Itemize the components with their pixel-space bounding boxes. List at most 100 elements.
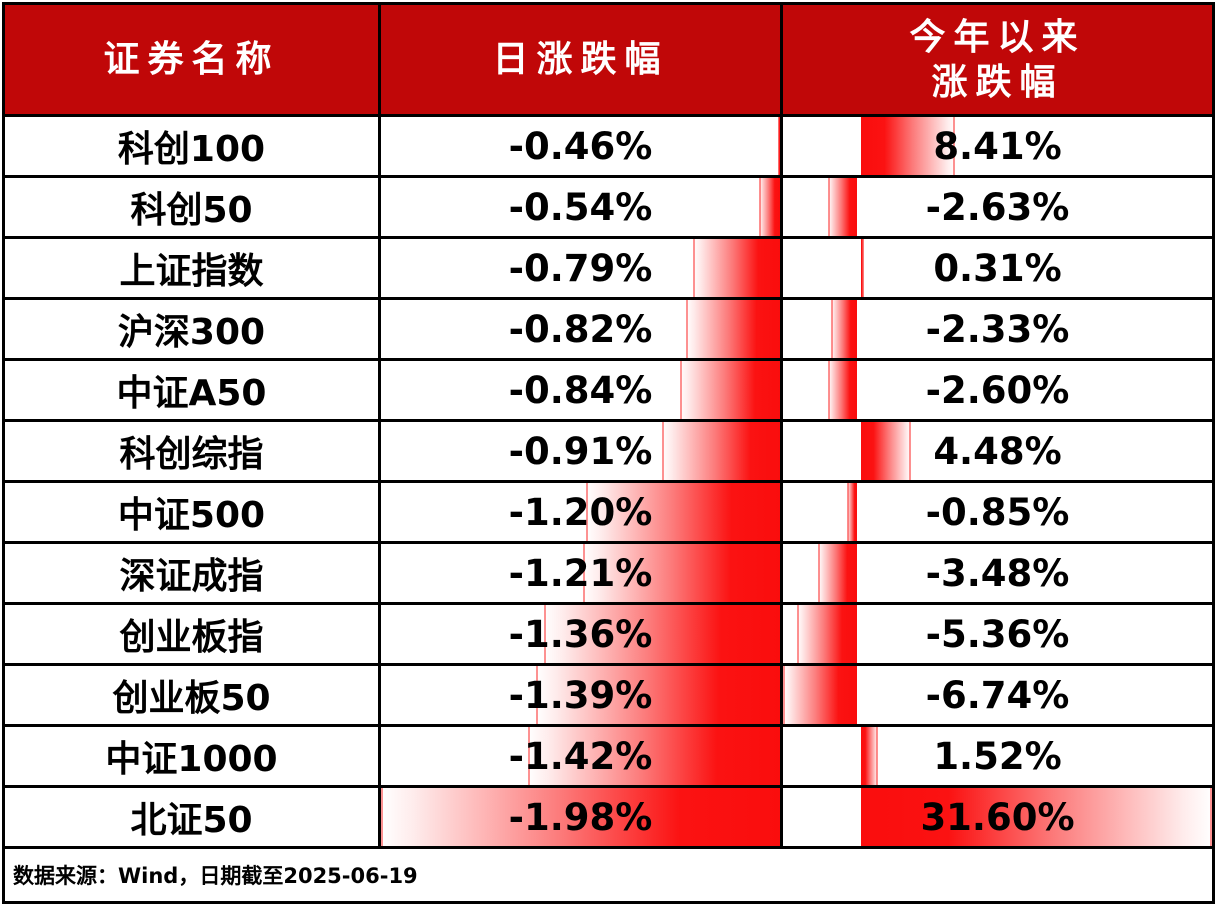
ytd-change-value: -0.85% xyxy=(925,490,1070,534)
column-header-daily-change: 日涨跌幅 xyxy=(381,5,783,117)
daily-change-value: -1.36% xyxy=(508,612,653,656)
table-row-security-name: 北证50 xyxy=(5,788,381,849)
daily-change-bar xyxy=(680,361,780,419)
table-row-security-name: 中证A50 xyxy=(5,361,381,422)
column-header-ytd-change-line2: 涨跌幅 xyxy=(931,61,1064,102)
table-row-daily-change: -0.91% xyxy=(381,422,783,483)
ytd-change-bar xyxy=(861,422,911,480)
column-header-security-label: 证券名称 xyxy=(103,39,280,79)
table-row-daily-change: -0.84% xyxy=(381,361,783,422)
table-row-daily-change: -0.79% xyxy=(381,239,783,300)
daily-change-value: -1.98% xyxy=(508,795,653,839)
ytd-change-bar xyxy=(828,178,857,236)
daily-change-value: -0.54% xyxy=(508,185,653,229)
ytd-change-bar xyxy=(818,544,857,602)
security-name-label: 深证成指 xyxy=(119,556,264,597)
table-row-security-name: 科创综指 xyxy=(5,422,381,483)
table-row-ytd-change: -2.63% xyxy=(783,178,1212,239)
table-row-ytd-change: 1.52% xyxy=(783,727,1212,788)
table-row-ytd-change: 4.48% xyxy=(783,422,1212,483)
daily-change-value: -0.82% xyxy=(508,307,653,351)
security-name-label: 科创100 xyxy=(117,129,266,170)
security-name-label: 上证指数 xyxy=(119,251,264,292)
daily-change-value: -0.79% xyxy=(508,246,653,290)
ytd-change-value: -5.36% xyxy=(925,612,1070,656)
table-row-security-name: 中证500 xyxy=(5,483,381,544)
table-row-ytd-change: 8.41% xyxy=(783,117,1212,178)
table-row-security-name: 科创50 xyxy=(5,178,381,239)
table-row-ytd-change: 0.31% xyxy=(783,239,1212,300)
daily-change-value: -1.39% xyxy=(508,673,653,717)
table-row-daily-change: -0.46% xyxy=(381,117,783,178)
ytd-change-bar xyxy=(797,605,857,663)
daily-change-value: -0.46% xyxy=(508,124,653,168)
table-row-daily-change: -1.20% xyxy=(381,483,783,544)
ytd-change-bar xyxy=(783,666,857,724)
daily-change-bar xyxy=(583,544,780,602)
table-row-ytd-change: -2.33% xyxy=(783,300,1212,361)
ytd-change-bar xyxy=(861,117,955,175)
ytd-change-value: 31.60% xyxy=(920,795,1075,839)
daily-change-bar xyxy=(528,727,780,785)
daily-change-bar xyxy=(586,483,780,541)
table-row-security-name: 上证指数 xyxy=(5,239,381,300)
table-row-daily-change: -1.98% xyxy=(381,788,783,849)
table-row-daily-change: -1.21% xyxy=(381,544,783,605)
table-row-daily-change: -0.82% xyxy=(381,300,783,361)
column-header-ytd-change-line1: 今年以来 xyxy=(909,16,1086,57)
security-name-label: 中证1000 xyxy=(105,739,278,780)
ytd-change-value: -3.48% xyxy=(925,551,1070,595)
daily-change-value: -1.42% xyxy=(508,734,653,778)
ytd-change-value: 8.41% xyxy=(933,124,1062,168)
column-header-security: 证券名称 xyxy=(5,5,381,117)
column-header-ytd-change: 今年以来 涨跌幅 xyxy=(783,5,1212,117)
security-name-label: 科创综指 xyxy=(119,434,264,475)
table-row-ytd-change: -2.60% xyxy=(783,361,1212,422)
table-row-security-name: 深证成指 xyxy=(5,544,381,605)
column-header-daily-change-label: 日涨跌幅 xyxy=(492,39,669,79)
daily-change-value: -1.21% xyxy=(508,551,653,595)
daily-change-bar xyxy=(686,300,780,358)
security-name-label: 沪深300 xyxy=(117,312,266,353)
table-row-ytd-change: -0.85% xyxy=(783,483,1212,544)
table-row-security-name: 创业板指 xyxy=(5,605,381,666)
daily-change-bar xyxy=(536,666,780,724)
data-source-note: 数据来源：Wind，日期截至2025-06-19 xyxy=(5,849,1212,901)
ytd-change-bar xyxy=(831,300,857,358)
daily-change-bar xyxy=(544,605,780,663)
table-row-ytd-change: -6.74% xyxy=(783,666,1212,727)
security-name-label: 创业板50 xyxy=(112,678,271,719)
daily-change-bar xyxy=(381,788,780,846)
ytd-change-value: 1.52% xyxy=(933,734,1062,778)
table-row-daily-change: -1.36% xyxy=(381,605,783,666)
daily-change-value: -0.91% xyxy=(508,429,653,473)
daily-change-bar xyxy=(759,178,780,236)
ytd-change-value: 0.31% xyxy=(933,246,1062,290)
ytd-change-bar xyxy=(861,788,1212,846)
security-name-label: 中证A50 xyxy=(116,373,267,414)
security-name-label: 北证50 xyxy=(130,800,253,841)
daily-change-bar xyxy=(778,117,780,175)
table-row-daily-change: -1.42% xyxy=(381,727,783,788)
table-row-security-name: 沪深300 xyxy=(5,300,381,361)
ytd-change-value: -6.74% xyxy=(925,673,1070,717)
ytd-change-value: -2.60% xyxy=(925,368,1070,412)
table-row-security-name: 科创100 xyxy=(5,117,381,178)
daily-change-bar xyxy=(693,239,780,297)
table-row-ytd-change: 31.60% xyxy=(783,788,1212,849)
ytd-change-value: 4.48% xyxy=(933,429,1062,473)
ytd-change-bar xyxy=(861,239,864,297)
table-row-ytd-change: -5.36% xyxy=(783,605,1212,666)
table-row-daily-change: -1.39% xyxy=(381,666,783,727)
ytd-change-bar xyxy=(828,361,857,419)
ytd-change-bar xyxy=(847,483,857,541)
ytd-change-value: -2.63% xyxy=(925,185,1070,229)
security-name-label: 中证500 xyxy=(117,495,266,536)
data-source-note-label: 数据来源：Wind，日期截至2025-06-19 xyxy=(13,864,418,888)
daily-change-bar xyxy=(662,422,780,480)
daily-change-value: -1.20% xyxy=(508,490,653,534)
daily-change-value: -0.84% xyxy=(508,368,653,412)
ytd-change-bar xyxy=(861,727,878,785)
table-row-ytd-change: -3.48% xyxy=(783,544,1212,605)
